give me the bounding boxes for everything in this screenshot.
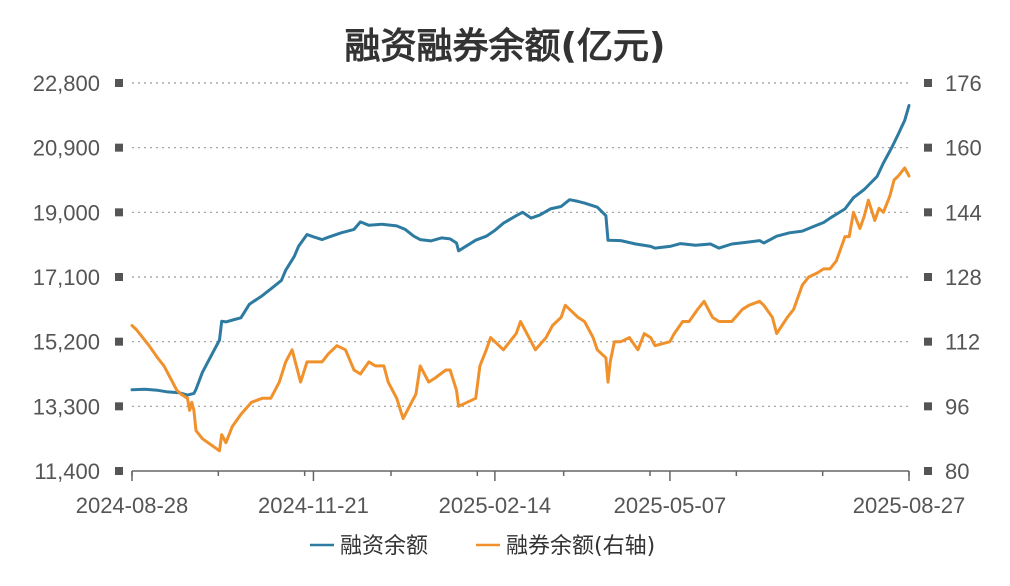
series-lines [130, 104, 911, 453]
right-tick-mark [924, 402, 932, 411]
right-tick-mark [924, 467, 932, 475]
left-tick-label: 15,200 [33, 330, 100, 355]
gridlines [132, 82, 909, 407]
axes: 11,400 80 13,300 96 15,200 112 17,100 128 19,000… [33, 71, 982, 518]
right-tick-mark [924, 273, 932, 281]
right-tick-mark [924, 79, 932, 87]
left-tick-mark [115, 143, 123, 152]
left-tick-mark [115, 467, 123, 475]
x-tick-label: 2024-11-21 [258, 493, 369, 518]
x-tick-label: 2024-08-28 [76, 493, 189, 518]
right-tick-mark [924, 143, 932, 152]
left-tick-mark [115, 208, 123, 217]
right-tick-mark [924, 208, 932, 217]
right-tick-label: 128 [945, 265, 982, 290]
left-tick-mark [115, 79, 123, 87]
left-tick-label: 11,400 [34, 459, 100, 484]
left-tick-mark [115, 402, 123, 411]
right-tick-label: 112 [945, 330, 980, 355]
series-line-securities-lending [130, 166, 911, 453]
left-tick-label: 20,900 [33, 136, 100, 161]
left-tick-label: 13,300 [33, 394, 100, 419]
left-tick-label: 17,100 [33, 265, 100, 290]
x-tick-label: 2025-08-27 [853, 493, 966, 518]
right-tick-label: 144 [945, 200, 982, 225]
right-tick-label: 176 [945, 71, 982, 96]
x-tick-label: 2025-05-07 [614, 493, 727, 518]
legend-label-financing: 融资余额 [340, 534, 428, 559]
legend: 融资余额 融券余额(右轴) [310, 534, 655, 559]
right-tick-label: 160 [945, 136, 982, 161]
chart-title: 融资融券余额(亿元) [345, 25, 666, 67]
x-tick-label: 2025-02-14 [439, 493, 552, 518]
right-tick-mark [924, 337, 932, 346]
series-line-financing [130, 104, 911, 397]
left-tick-mark [115, 337, 123, 346]
left-tick-mark [115, 273, 123, 281]
right-tick-label: 80 [945, 459, 969, 484]
left-tick-label: 22,800 [33, 71, 100, 96]
legend-label-securities-lending: 融券余额(右轴) [506, 534, 655, 559]
right-tick-label: 96 [945, 394, 969, 419]
left-tick-label: 19,000 [33, 200, 100, 225]
